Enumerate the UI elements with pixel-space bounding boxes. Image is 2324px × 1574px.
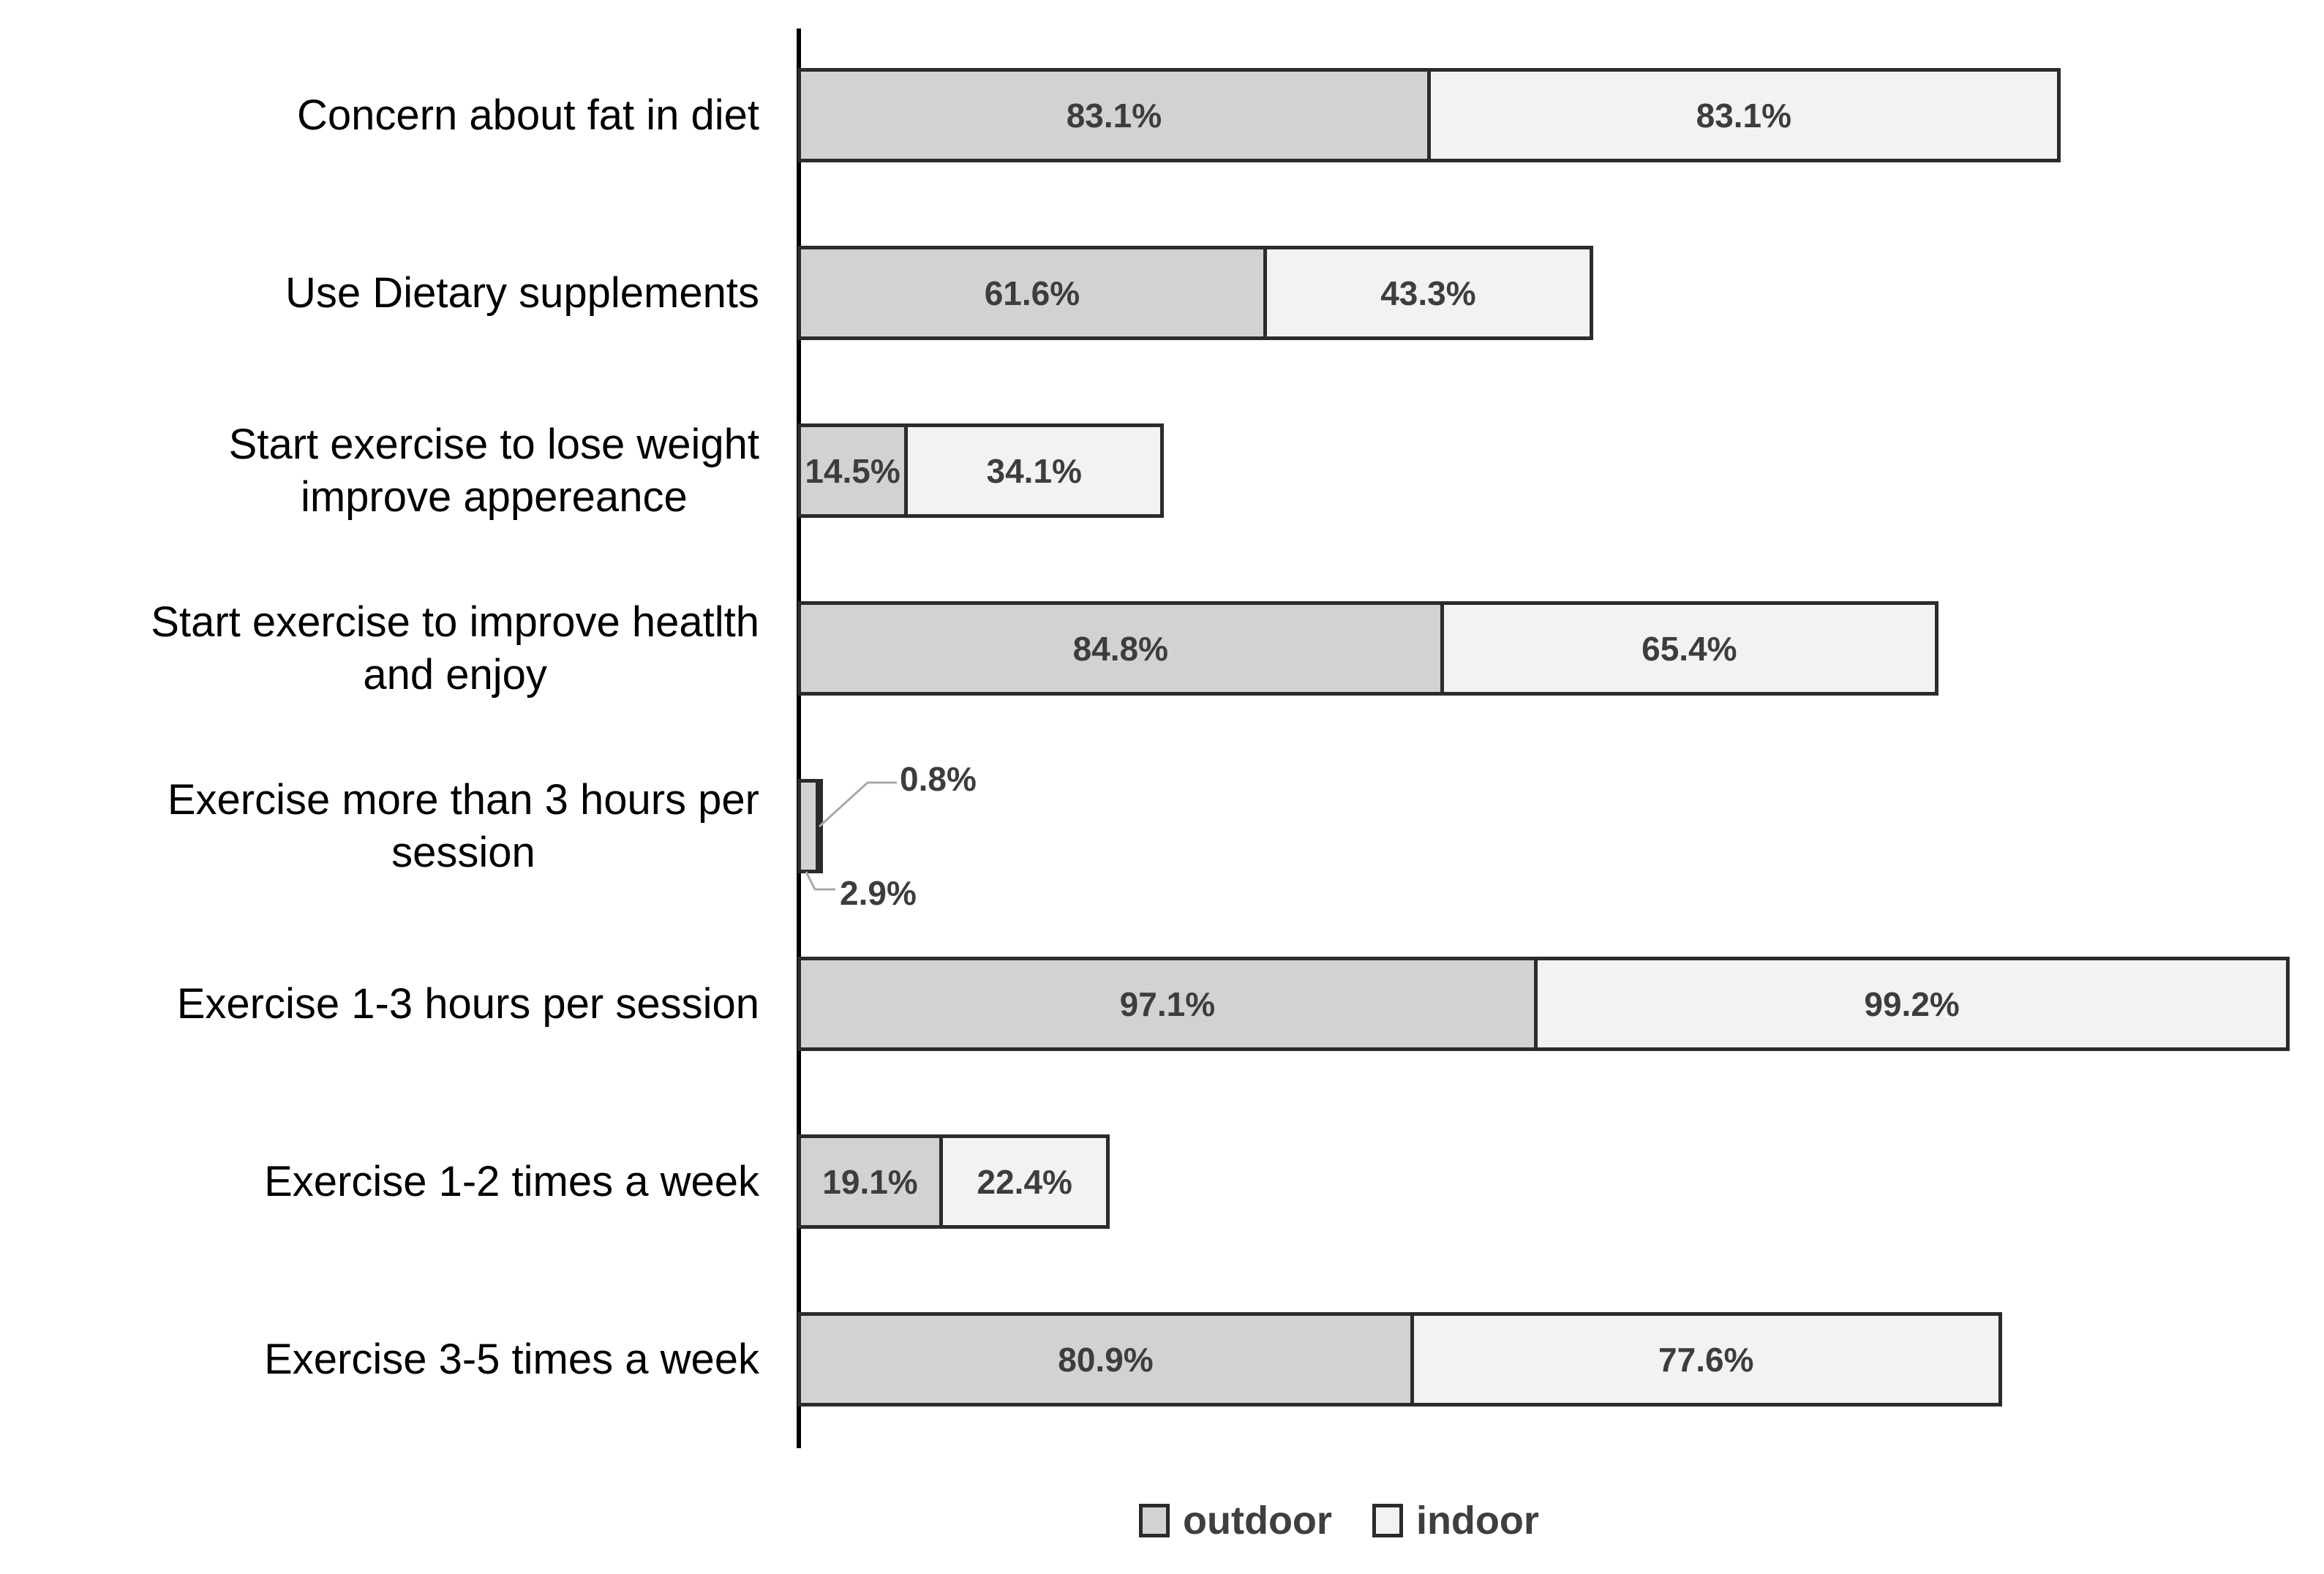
category-label: Exercise 1-2 times a week [264, 1157, 759, 1205]
category-label-cell: Exercise more than 3 hours per session [0, 774, 797, 879]
category-label: Exercise 1-3 hours per session [176, 979, 759, 1028]
value-label-outdoor: 61.6% [984, 274, 1080, 312]
value-label-indoor: 99.2% [1864, 984, 1960, 1023]
value-label-indoor: 77.6% [1658, 1340, 1754, 1379]
bar-segment-outdoor: 80.9% [797, 1312, 1414, 1407]
legend-swatch-outdoor [1139, 1504, 1170, 1537]
bar-segment-outdoor: 14.5% [797, 423, 909, 518]
category-label-cell: Concern about fat in diet [0, 89, 797, 142]
value-label-outdoor: 97.1% [1119, 984, 1216, 1023]
value-label-indoor: 22.4% [977, 1162, 1072, 1201]
y-axis-line [797, 29, 801, 1448]
leader-line-outdoor [805, 871, 835, 891]
bar-segment-outdoor: 19.1% [797, 1134, 944, 1229]
bar-row: Concern about fat in diet 83.1% 83.1% [0, 26, 2324, 204]
category-label: Use Dietary supplements [285, 268, 759, 317]
bar-segment-indoor: 77.6% [1410, 1312, 2002, 1407]
category-label-cell: Exercise 3-5 times a week [0, 1333, 797, 1386]
category-label-cell: Exercise 1-3 hours per session [0, 978, 797, 1031]
value-label-outdoor: 84.8% [1072, 629, 1169, 668]
category-label: Start exercise to lose weight improve ap… [228, 420, 759, 521]
value-label-indoor: 83.1% [1696, 96, 1792, 135]
value-label-indoor: 34.1% [986, 451, 1082, 490]
legend-item-indoor: indoor [1372, 1498, 1539, 1543]
bar-segment-indoor: 99.2% [1533, 957, 2290, 1051]
value-label-outdoor: 14.5% [805, 451, 900, 490]
bar-row: Start exercise to improve heatlth and en… [0, 560, 2324, 737]
bar-segment-indoor: 65.4% [1440, 601, 1939, 696]
value-label-outdoor: 83.1% [1066, 96, 1162, 135]
legend-label-outdoor: outdoor [1183, 1499, 1332, 1543]
legend-swatch-indoor [1372, 1504, 1403, 1537]
chart-rows: Concern about fat in diet 83.1% 83.1% Use D… [0, 26, 2324, 1448]
callout-value-label-outdoor: 2.9% [840, 874, 917, 912]
bar-segment-indoor: 34.1% [904, 423, 1165, 518]
bar-cell: 80.9% 77.6% [797, 1270, 2324, 1448]
bar-cell: 97.1% 99.2% [797, 915, 2324, 1093]
bar-cell: 61.6% 43.3% [797, 204, 2324, 382]
bar-cell: 19.1% 22.4% [797, 1093, 2324, 1270]
bar-cell: 0.8% 2.9% [797, 737, 2324, 915]
category-label: Exercise more than 3 hours per session [167, 775, 759, 876]
bar-row: Start exercise to lose weight improve ap… [0, 382, 2324, 560]
bar-row: Exercise 1-2 times a week 19.1% 22.4% [0, 1093, 2324, 1270]
bar-cell: 84.8% 65.4% [797, 560, 2324, 737]
legend-item-outdoor: outdoor [1139, 1498, 1332, 1543]
bar-segment-outdoor: 97.1% [797, 957, 1538, 1051]
value-label-outdoor: 19.1% [822, 1162, 918, 1201]
category-label: Concern about fat in diet [297, 91, 759, 139]
category-label: Start exercise to improve heatlth and en… [151, 598, 759, 698]
bar-row: Exercise 1-3 hours per session 97.1% 99.2% [0, 915, 2324, 1093]
category-label-cell: Use Dietary supplements [0, 267, 797, 320]
value-label-indoor: 43.3% [1380, 274, 1476, 312]
bar-segment-indoor: 43.3% [1263, 246, 1594, 340]
category-label-cell: Exercise 1-2 times a week [0, 1156, 797, 1208]
value-label-outdoor: 80.9% [1058, 1340, 1154, 1379]
bar-row: Exercise 3-5 times a week 80.9% 77.6% [0, 1270, 2324, 1448]
bar-segment-outdoor: 84.8% [797, 601, 1444, 696]
bar-segment-indoor: 22.4% [939, 1134, 1110, 1229]
bar-row: Use Dietary supplements 61.6% 43.3% [0, 204, 2324, 382]
category-label: Exercise 3-5 times a week [264, 1335, 759, 1383]
leader-line-indoor [818, 781, 897, 828]
bar-cell: 83.1% 83.1% [797, 26, 2324, 204]
category-label-cell: Start exercise to improve heatlth and en… [0, 596, 797, 701]
bar-segment-outdoor: 61.6% [797, 246, 1267, 340]
bar-cell: 14.5% 34.1% [797, 382, 2324, 560]
bar-segment-indoor: 83.1% [1426, 68, 2061, 162]
value-label-indoor: 65.4% [1642, 629, 1737, 668]
legend-label-indoor: indoor [1415, 1499, 1539, 1543]
bar-segment-outdoor: 83.1% [797, 68, 1431, 162]
bar-row: Exercise more than 3 hours per session 0.… [0, 737, 2324, 915]
legend: outdoor indoor [1139, 1498, 1539, 1543]
callout-value-label-indoor: 0.8% [900, 760, 977, 798]
category-label-cell: Start exercise to lose weight improve ap… [0, 418, 797, 524]
bar-segment-indoor [816, 779, 824, 873]
